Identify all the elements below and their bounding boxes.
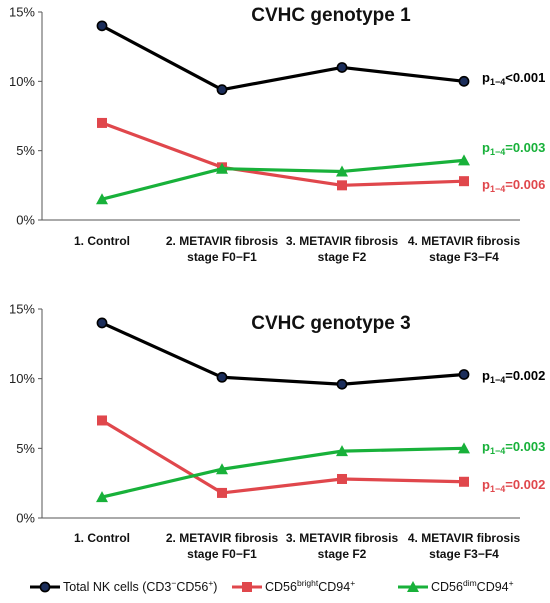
y-tick-label: 10% — [9, 371, 35, 386]
series-line-total — [101, 24, 465, 92]
data-point-total — [458, 75, 470, 87]
y-tick-label: 15% — [9, 5, 35, 20]
series-dim — [96, 154, 470, 205]
series-total — [96, 317, 470, 390]
p-value-total: p1−4=0.002 — [482, 368, 545, 385]
legend-marker-total — [39, 581, 51, 593]
y-tick-label: 15% — [9, 302, 35, 317]
x-category-label: 2. METAVIR fibrosis stage F0−F1 — [166, 531, 279, 561]
x-category-label: 4. METAVIR fibrosis stage F3−F4 — [408, 531, 521, 561]
x-category-label: 4. METAVIR fibrosis stage F3−F4 — [408, 234, 521, 264]
x-category-label: 3. METAVIR fibrosis stage F2 — [286, 234, 399, 264]
series-line-bright — [101, 121, 465, 187]
data-point-total — [336, 378, 348, 390]
data-point-total — [458, 369, 470, 380]
data-point-dim — [96, 491, 108, 503]
data-point-bright — [97, 117, 107, 128]
x-category-label: 1. Control — [74, 234, 130, 248]
chart-title: CVHC genotype 3 — [251, 313, 410, 334]
data-point-total — [96, 20, 108, 32]
data-point-total — [96, 317, 108, 329]
data-point-dim — [458, 442, 470, 454]
data-point-bright — [337, 473, 347, 484]
series-line-bright — [101, 419, 465, 495]
legend-label: CD56dimCD94+ — [431, 578, 514, 594]
p-value-dim: p1−4=0.003 — [482, 140, 545, 157]
data-point-dim — [336, 445, 348, 457]
data-point-dim — [458, 154, 470, 166]
legend-label: CD56brightCD94+ — [265, 578, 355, 594]
chart-panel-2: 0% 5% 10% 15% 1. Control 2. METAVIR fibrosis s… — [9, 302, 545, 562]
legend: Total NK cells (CD3−CD56+) CD56brightCD94… — [30, 578, 514, 594]
series-total — [96, 20, 470, 96]
series-line-total — [101, 321, 465, 386]
legend-marker-bright — [242, 582, 252, 592]
y-tick-label: 5% — [16, 441, 35, 456]
legend-marker-dim — [407, 581, 419, 592]
legend-item-total: Total NK cells (CD3−CD56+) — [30, 578, 217, 594]
series-dim — [96, 442, 470, 503]
data-point-dim — [96, 193, 108, 205]
chart-panel-1: 0% 5% 10% 15% 1. Control 2. METAVIR fibrosis s… — [9, 5, 545, 265]
data-point-dim — [216, 162, 228, 174]
y-tick-label: 10% — [9, 74, 35, 89]
data-point-bright — [337, 180, 347, 191]
y-tick-label: 5% — [16, 143, 35, 158]
series-line-dim — [101, 446, 465, 499]
x-category-label: 1. Control — [74, 531, 130, 545]
data-point-bright — [97, 415, 107, 426]
legend-label: Total NK cells (CD3−CD56+) — [63, 578, 217, 594]
y-tick-label: 0% — [16, 213, 35, 228]
data-point-bright — [217, 487, 227, 498]
data-point-bright — [459, 476, 469, 487]
x-category-label: 3. METAVIR fibrosis stage F2 — [286, 531, 399, 561]
x-category-label: 2. METAVIR fibrosis stage F0−F1 — [166, 234, 279, 264]
series-bright — [97, 117, 469, 191]
data-point-total — [336, 62, 348, 73]
series-bright — [97, 415, 469, 498]
data-point-total — [216, 84, 228, 96]
data-point-dim — [216, 463, 228, 475]
legend-item-dim: CD56dimCD94+ — [398, 578, 514, 594]
y-tick-label: 0% — [16, 511, 35, 526]
data-point-dim — [336, 165, 348, 177]
data-point-total — [216, 371, 228, 383]
data-point-bright — [459, 176, 469, 187]
series-line-dim — [101, 158, 465, 201]
legend-item-bright: CD56brightCD94+ — [232, 578, 355, 594]
p-value-total: p1−4<0.001 — [482, 70, 545, 87]
chart-title: CVHC genotype 1 — [251, 5, 411, 26]
p-value-bright: p1−4=0.002 — [482, 477, 545, 494]
p-value-bright: p1−4=0.006 — [482, 177, 545, 194]
p-value-dim: p1−4=0.003 — [482, 439, 545, 456]
